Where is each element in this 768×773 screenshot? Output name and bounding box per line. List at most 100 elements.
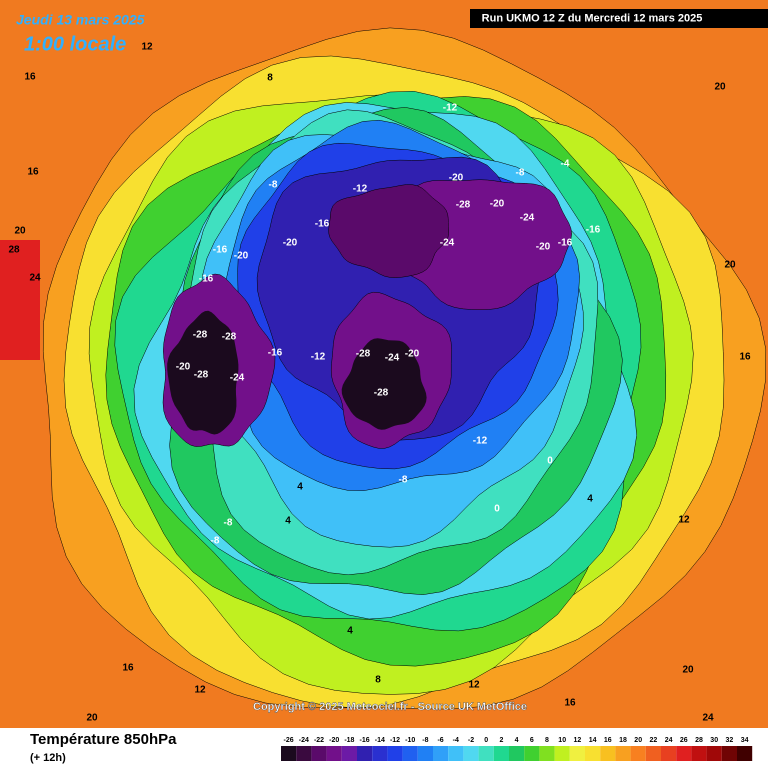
contour-label: -24 — [385, 353, 400, 364]
legend-label: -16 — [360, 737, 370, 744]
contour-label: 12 — [678, 515, 690, 526]
contour-label: 4 — [297, 482, 303, 493]
run-box — [470, 9, 768, 28]
legend-label: 22 — [650, 737, 658, 744]
legend-label: -12 — [390, 737, 400, 744]
legend-swatch — [524, 746, 540, 761]
contour-label: 8 — [267, 73, 273, 84]
contour-label: -28 — [193, 330, 208, 341]
contour-label: 24 — [29, 273, 41, 284]
contour-label: 12 — [141, 42, 153, 53]
contour-label: -8 — [211, 536, 220, 547]
contour-label: 8 — [375, 675, 381, 686]
copyright: Copyright © 2025 Meteociel.fr - Source U… — [253, 701, 527, 713]
contour-label: -8 — [399, 475, 408, 486]
legend-swatch — [281, 746, 297, 761]
legend-swatch — [600, 746, 616, 761]
contour-label: -20 — [176, 362, 191, 373]
legend-label: 34 — [741, 737, 749, 744]
warm-region — [0, 240, 40, 360]
legend-swatch — [493, 746, 509, 761]
contour-label: -16 — [268, 348, 283, 359]
color-legend: -26 -24 -22 -20 -18 -16 -14 -12 -10 -8 -6 -4 -2 0 2 4 6 8… — [281, 737, 753, 761]
legend-swatch — [357, 746, 373, 761]
contour-label: -12 — [311, 352, 326, 363]
contour-label: 28 — [8, 245, 20, 256]
cold-core — [167, 310, 239, 435]
footer-step: (+ 12h) — [30, 752, 66, 764]
contour-label: -20 — [234, 251, 249, 262]
contour-label: -28 — [194, 370, 209, 381]
contour-label: -16 — [213, 245, 228, 256]
contour-label: 16 — [564, 698, 576, 709]
contour-label: 12 — [194, 685, 206, 696]
legend-swatch — [539, 746, 555, 761]
legend-label: -6 — [437, 737, 443, 744]
legend-swatch — [554, 746, 570, 761]
contour-label: 4 — [347, 626, 353, 637]
legend-label: 24 — [665, 737, 673, 744]
legend-swatch — [661, 746, 677, 761]
legend-swatch — [417, 746, 433, 761]
legend-label: -18 — [344, 737, 354, 744]
contour-label: 16 — [122, 663, 134, 674]
contour-label: -28 — [356, 349, 371, 360]
legend-swatch — [433, 746, 449, 761]
legend-label: 10 — [558, 737, 566, 744]
legend-label: 12 — [574, 737, 582, 744]
contour-label: -24 — [230, 373, 245, 384]
legend-swatch — [387, 746, 403, 761]
contour-label: -28 — [456, 200, 471, 211]
cold-core — [341, 338, 427, 430]
contour-label: -20 — [283, 238, 298, 249]
legend-label: 26 — [680, 737, 688, 744]
contour-label: -4 — [561, 159, 570, 170]
contour-label: -24 — [440, 238, 455, 249]
legend-swatch — [691, 746, 707, 761]
contour-label: 16 — [739, 352, 751, 363]
contour-label: 20 — [14, 226, 26, 237]
legend-label: 32 — [726, 737, 734, 744]
contour-label: 12 — [468, 680, 480, 691]
legend-swatch — [341, 746, 357, 761]
legend-swatch — [630, 746, 646, 761]
legend-swatch — [296, 746, 312, 761]
legend-swatch — [645, 746, 661, 761]
legend-label: 4 — [515, 737, 519, 744]
contour-label: 4 — [285, 516, 291, 527]
contour-label: -28 — [222, 332, 237, 343]
legend-swatch — [372, 746, 388, 761]
time: 1:00 locale — [24, 33, 126, 55]
legend-swatch — [448, 746, 464, 761]
contour-label: -20 — [490, 199, 505, 210]
legend-swatch — [615, 746, 631, 761]
contour-label: -8 — [516, 168, 525, 179]
legend-swatch — [402, 746, 418, 761]
legend-swatch — [478, 746, 494, 761]
legend-label: -8 — [422, 737, 428, 744]
contour-label: 20 — [724, 260, 736, 271]
legend-label: 8 — [545, 737, 549, 744]
footer-title: Température 850hPa — [30, 731, 177, 748]
contour-label: -12 — [443, 103, 458, 114]
contour-label: 24 — [702, 713, 714, 724]
contour-label: -8 — [224, 518, 233, 529]
legend-swatch — [463, 746, 479, 761]
contour-label: -8 — [269, 180, 278, 191]
legend-label: 28 — [695, 737, 703, 744]
contour-labels: -28 -28-20-28 -24-16 -12 -28 -24 -20-28-20-28-… — [8, 42, 751, 724]
legend-swatch — [676, 746, 692, 761]
contour-label: 20 — [682, 665, 694, 676]
legend-swatch — [585, 746, 601, 761]
contour-label: -16 — [558, 238, 573, 249]
contour-label: 4 — [587, 494, 593, 505]
legend-label: -2 — [468, 737, 474, 744]
legend-label: -20 — [329, 737, 339, 744]
legend-label: 16 — [604, 737, 612, 744]
contour-label: -12 — [473, 436, 488, 447]
legend-swatch — [721, 746, 737, 761]
contour-label: 20 — [714, 82, 726, 93]
contour-label: -20 — [536, 242, 551, 253]
legend-swatch — [737, 746, 753, 761]
